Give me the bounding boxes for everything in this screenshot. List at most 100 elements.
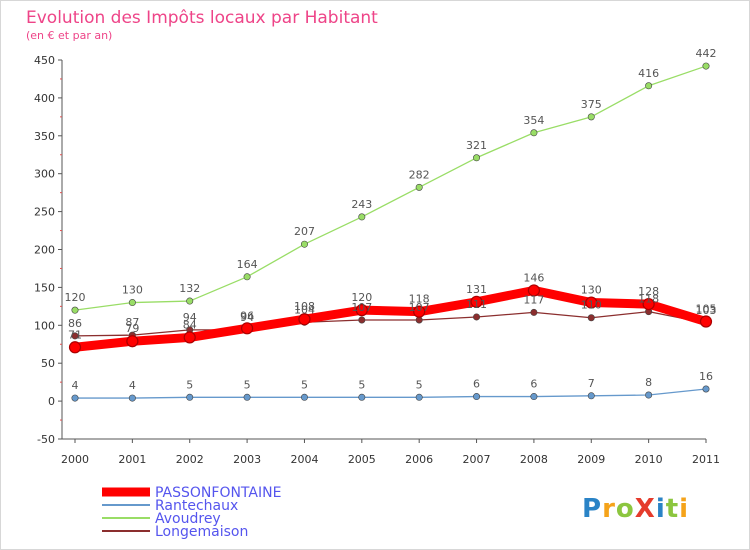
data-label-longemaison: 117 — [523, 293, 544, 306]
data-point-rantechaux — [300, 393, 308, 401]
data-label-avoudrey: 282 — [409, 168, 430, 181]
data-point-avoudrey — [300, 240, 308, 248]
data-label-rantechaux: 4 — [129, 379, 136, 392]
data-point-rantechaux — [243, 393, 251, 401]
data-point-passonfontaine — [699, 315, 713, 328]
legend-label-passonfontaine: PASSONFONTAINE — [155, 485, 281, 501]
x-tick-label: 2004 — [290, 453, 318, 466]
data-label-avoudrey: 132 — [179, 282, 200, 295]
data-point-avoudrey — [415, 183, 423, 191]
data-labels-layer: 71 79 84 96 108 120 118 131 146 130 128 105 4 4 5 5 5 5 5 6… — [65, 47, 717, 392]
data-label-longemaison: 103 — [696, 304, 717, 317]
y-tick-label: 50 — [41, 357, 55, 370]
x-tick-label: 2003 — [233, 453, 261, 466]
data-point-avoudrey — [186, 297, 194, 305]
data-label-longemaison: 94 — [240, 311, 254, 324]
data-point-passonfontaine — [298, 313, 311, 326]
data-point-rantechaux — [530, 393, 538, 401]
series-layer — [68, 62, 713, 402]
data-point-avoudrey — [530, 129, 538, 137]
data-label-avoudrey: 243 — [351, 198, 372, 211]
data-label-longemaison: 110 — [581, 299, 602, 312]
data-label-passonfontaine: 130 — [581, 284, 602, 297]
x-tick-label: 2000 — [61, 453, 89, 466]
legend-label-avoudrey: Avoudrey — [155, 511, 221, 527]
data-point-passonfontaine — [642, 297, 655, 311]
x-tick-label: 2008 — [520, 453, 548, 466]
x-tick-label: 2005 — [348, 453, 376, 466]
data-label-avoudrey: 207 — [294, 225, 315, 238]
data-point-avoudrey — [473, 154, 481, 162]
x-tick-label: 2010 — [635, 453, 663, 466]
proxiti-logo: ProXiti — [582, 494, 689, 524]
data-label-passonfontaine: 105 — [696, 303, 717, 316]
data-label-longemaison: 94 — [183, 311, 197, 324]
data-point-rantechaux — [186, 393, 194, 401]
data-point-rantechaux — [645, 391, 653, 399]
data-label-longemaison: 87 — [125, 316, 139, 329]
data-point-avoudrey — [71, 306, 79, 314]
data-label-avoudrey: 354 — [523, 114, 544, 127]
data-label-passonfontaine: 120 — [351, 291, 372, 304]
data-label-passonfontaine: 128 — [638, 285, 659, 298]
data-point-rantechaux — [358, 393, 366, 401]
data-label-rantechaux: 5 — [186, 378, 193, 391]
data-point-passonfontaine — [527, 284, 541, 297]
x-tick-label: 2006 — [405, 453, 433, 466]
data-label-rantechaux: 5 — [416, 378, 423, 391]
data-point-avoudrey — [645, 82, 653, 90]
data-point-avoudrey — [358, 213, 366, 221]
data-point-avoudrey — [128, 299, 136, 307]
y-tick-label: 250 — [34, 206, 55, 219]
data-point-longemaison — [473, 313, 481, 321]
data-label-rantechaux: 8 — [645, 376, 652, 389]
series-line-passonfontaine — [70, 285, 711, 352]
data-point-passonfontaine — [183, 331, 196, 344]
y-tick-label: 100 — [34, 319, 55, 332]
data-point-rantechaux — [473, 393, 481, 401]
data-point-rantechaux — [587, 392, 595, 400]
data-label-rantechaux: 5 — [244, 378, 251, 391]
data-label-rantechaux: 7 — [588, 377, 595, 390]
data-point-longemaison — [71, 332, 79, 340]
legend-label-rantechaux: Rantechaux — [155, 498, 238, 514]
data-label-avoudrey: 375 — [581, 98, 602, 111]
chart-subtitle: (en € et par an) — [26, 29, 112, 42]
chart-title: Evolution des Impôts locaux par Habitant — [26, 8, 378, 28]
y-tick-label: 0 — [48, 395, 55, 408]
data-label-passonfontaine: 96 — [240, 309, 254, 322]
data-point-avoudrey — [702, 62, 710, 70]
data-label-longemaison: 111 — [466, 298, 487, 311]
data-label-rantechaux: 5 — [301, 378, 308, 391]
axes: -50 0 50 100 150 200 250 300 350 400 450 2000 2001 20… — [34, 54, 720, 466]
svg-text:ProXiti: ProXiti — [582, 494, 689, 524]
legend: PASSONFONTAINERantechauxAvoudreyLongemai… — [102, 485, 281, 540]
data-point-passonfontaine — [240, 322, 254, 335]
data-label-avoudrey: 321 — [466, 139, 487, 152]
data-label-avoudrey: 120 — [65, 291, 86, 304]
y-tick-label: 400 — [34, 92, 55, 105]
data-label-rantechaux: 16 — [699, 370, 713, 383]
data-point-rantechaux — [71, 394, 79, 402]
y-tick-label: 150 — [34, 281, 55, 294]
data-point-passonfontaine — [355, 304, 368, 317]
data-point-rantechaux — [702, 385, 710, 393]
series-line-longemaison — [74, 311, 707, 337]
data-label-passonfontaine: 108 — [294, 300, 315, 313]
data-point-rantechaux — [415, 393, 423, 401]
data-label-longemaison: 104 — [294, 303, 315, 316]
data-point-passonfontaine — [68, 341, 82, 354]
series-line-rantechaux — [74, 388, 707, 399]
data-label-avoudrey: 130 — [122, 284, 143, 297]
data-point-avoudrey — [587, 113, 595, 121]
data-label-rantechaux: 6 — [530, 378, 537, 391]
data-point-passonfontaine — [126, 335, 139, 348]
y-tick-label: 350 — [34, 130, 55, 143]
data-label-passonfontaine: 131 — [466, 283, 487, 296]
data-label-longemaison: 107 — [409, 301, 430, 314]
data-label-longemaison: 107 — [351, 301, 372, 314]
x-tick-label: 2001 — [118, 453, 146, 466]
data-point-avoudrey — [243, 273, 251, 281]
data-label-longemaison: 118 — [638, 293, 659, 306]
